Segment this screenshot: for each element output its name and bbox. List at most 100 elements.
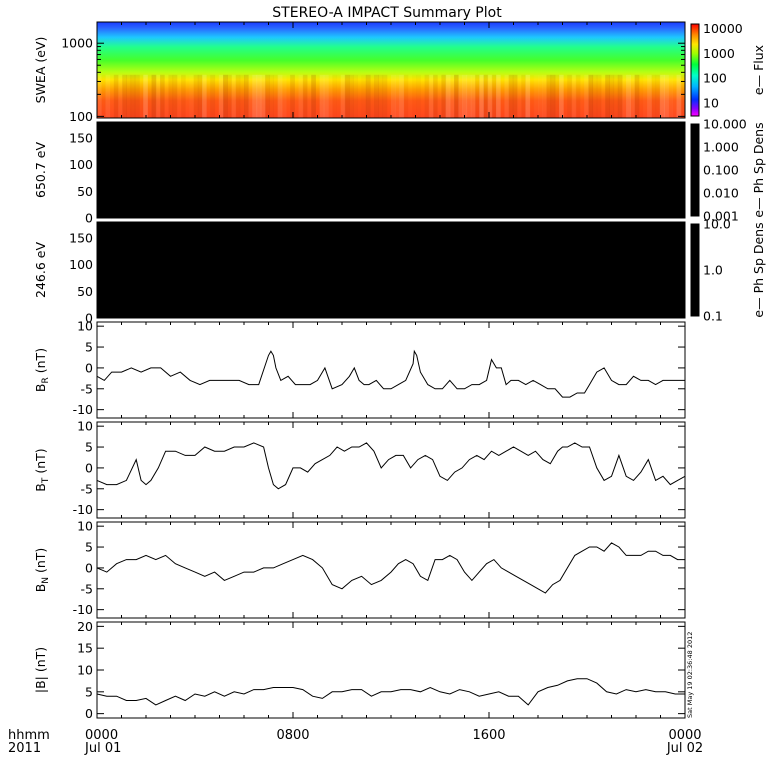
swea-texture-column (215, 75, 220, 118)
swea-texture-column (122, 74, 127, 118)
panel-4: BT (nT) -10 -5 0 5 10 (33, 419, 686, 519)
swea-texture-column (286, 75, 291, 118)
swea-texture-column (412, 75, 417, 118)
y-tick-label: 0 (85, 211, 93, 226)
swea-texture-column (416, 75, 421, 118)
swea-texture-column (357, 75, 362, 118)
swea-texture-column (143, 74, 148, 118)
swea-texture-column (202, 74, 207, 118)
swea-texture-column (437, 75, 442, 118)
series-line (96, 678, 685, 706)
colorbar-tick-label: 0.010 (703, 186, 739, 201)
swea-texture-column (235, 74, 241, 118)
colorbar-tick-label: 0.001 (703, 209, 739, 224)
x-tick-label-time: 0000 (668, 728, 701, 743)
swea-texture-column (596, 74, 602, 118)
swea-texture-column (664, 74, 669, 118)
y-axis-label: 246.6 eV (33, 242, 48, 298)
y-tick-label: 5 (85, 540, 93, 555)
y-tick-label: 10 (77, 319, 93, 334)
y-tick-label: 15 (77, 641, 93, 656)
swea-texture-column (260, 74, 266, 118)
swea-texture-column (110, 75, 115, 118)
swea-texture-column (134, 74, 140, 118)
y-tick-label: -5 (81, 481, 93, 496)
y-axis-label-main: B (33, 483, 48, 492)
swea-texture-column (197, 74, 203, 118)
colorbar-tick-label: 1.000 (703, 140, 739, 155)
swea-texture-column (298, 74, 304, 118)
panel-frame (96, 321, 686, 419)
panel-0: 10 100 1000 10000 e— Flux SWEA (eV) 100 1000 (33, 21, 766, 124)
swea-texture-column (420, 75, 425, 118)
panel-frame (96, 521, 686, 619)
swea-texture-column (244, 74, 249, 118)
swea-texture-column (580, 75, 585, 118)
swea-texture-column (319, 74, 325, 118)
y-tick-label: 5 (85, 340, 93, 355)
swea-texture-column (483, 74, 489, 118)
swea-texture-column (588, 74, 594, 118)
swea-texture-column (332, 75, 337, 118)
swea-texture-column (218, 74, 224, 118)
swea-texture-column (97, 74, 102, 118)
colorbar (691, 24, 699, 116)
heatmap-fill (97, 222, 685, 318)
swea-texture-column (399, 74, 405, 118)
x-tick-label-time: 0000 (85, 728, 118, 743)
swea-texture-column (252, 74, 258, 118)
y-axis-label-unit: (nT) (33, 647, 48, 676)
swea-texture-column (223, 74, 228, 118)
swea-texture-column (571, 74, 577, 118)
swea-texture-column (172, 74, 178, 118)
swea-texture-column (227, 74, 232, 118)
swea-texture-column (294, 75, 299, 118)
swea-texture-column (592, 74, 598, 118)
swea-texture-column (370, 75, 375, 118)
swea-texture-column (445, 74, 451, 118)
plot-title: STEREO-A IMPACT Summary Plot (272, 5, 502, 21)
x-tick-label-date: Jul 02 (666, 741, 703, 756)
x-tick-label-date: Jul 01 (84, 741, 121, 756)
time-axis-label-year: 2011 (8, 741, 41, 756)
x-tick-label-time: 0800 (276, 728, 309, 743)
swea-texture-column (265, 74, 270, 118)
swea-texture-column (130, 74, 136, 118)
y-tick-label: 0 (85, 311, 93, 326)
y-tick-label: -10 (73, 602, 93, 617)
swea-texture-column (101, 75, 106, 118)
time-axis-label-hhmm: hhmm (8, 728, 50, 743)
x-tick-label-time: 1600 (472, 728, 505, 743)
swea-texture-column (630, 74, 636, 118)
swea-texture-column (479, 74, 484, 118)
swea-texture-column (349, 74, 354, 118)
y-axis-label-subscript: R (41, 377, 51, 383)
colorbar (691, 224, 699, 316)
colorbar-frame (690, 23, 700, 117)
swea-texture-column (210, 74, 216, 118)
swea-texture-column (512, 74, 518, 118)
swea-texture-column (105, 74, 111, 118)
swea-texture-column (466, 74, 472, 118)
swea-texture-column (530, 75, 535, 118)
swea-texture-column (378, 74, 384, 118)
y-axis-label: BN (nT) (33, 548, 51, 593)
swea-texture-column (521, 74, 526, 118)
y-tick-label: -10 (73, 402, 93, 417)
y-axis-label-unit: (nT) (33, 548, 48, 577)
swea-texture-column (647, 74, 652, 118)
y-axis-label-subscript: T (41, 477, 51, 484)
swea-texture-column (336, 75, 341, 118)
colorbar-tick-label: 0.100 (703, 163, 739, 178)
swea-texture-column (424, 74, 430, 118)
swea-texture-column (307, 75, 312, 118)
swea-texture-column (168, 74, 174, 118)
swea-texture-column (189, 74, 195, 118)
y-tick-label: 5 (85, 684, 93, 699)
swea-texture-column (554, 74, 560, 118)
y-tick-label: -5 (81, 581, 93, 596)
swea-texture-column (374, 74, 379, 118)
y-tick-label: 10 (77, 663, 93, 678)
y-axis-label: SWEA (eV) (33, 37, 48, 104)
swea-texture-column (449, 74, 455, 118)
